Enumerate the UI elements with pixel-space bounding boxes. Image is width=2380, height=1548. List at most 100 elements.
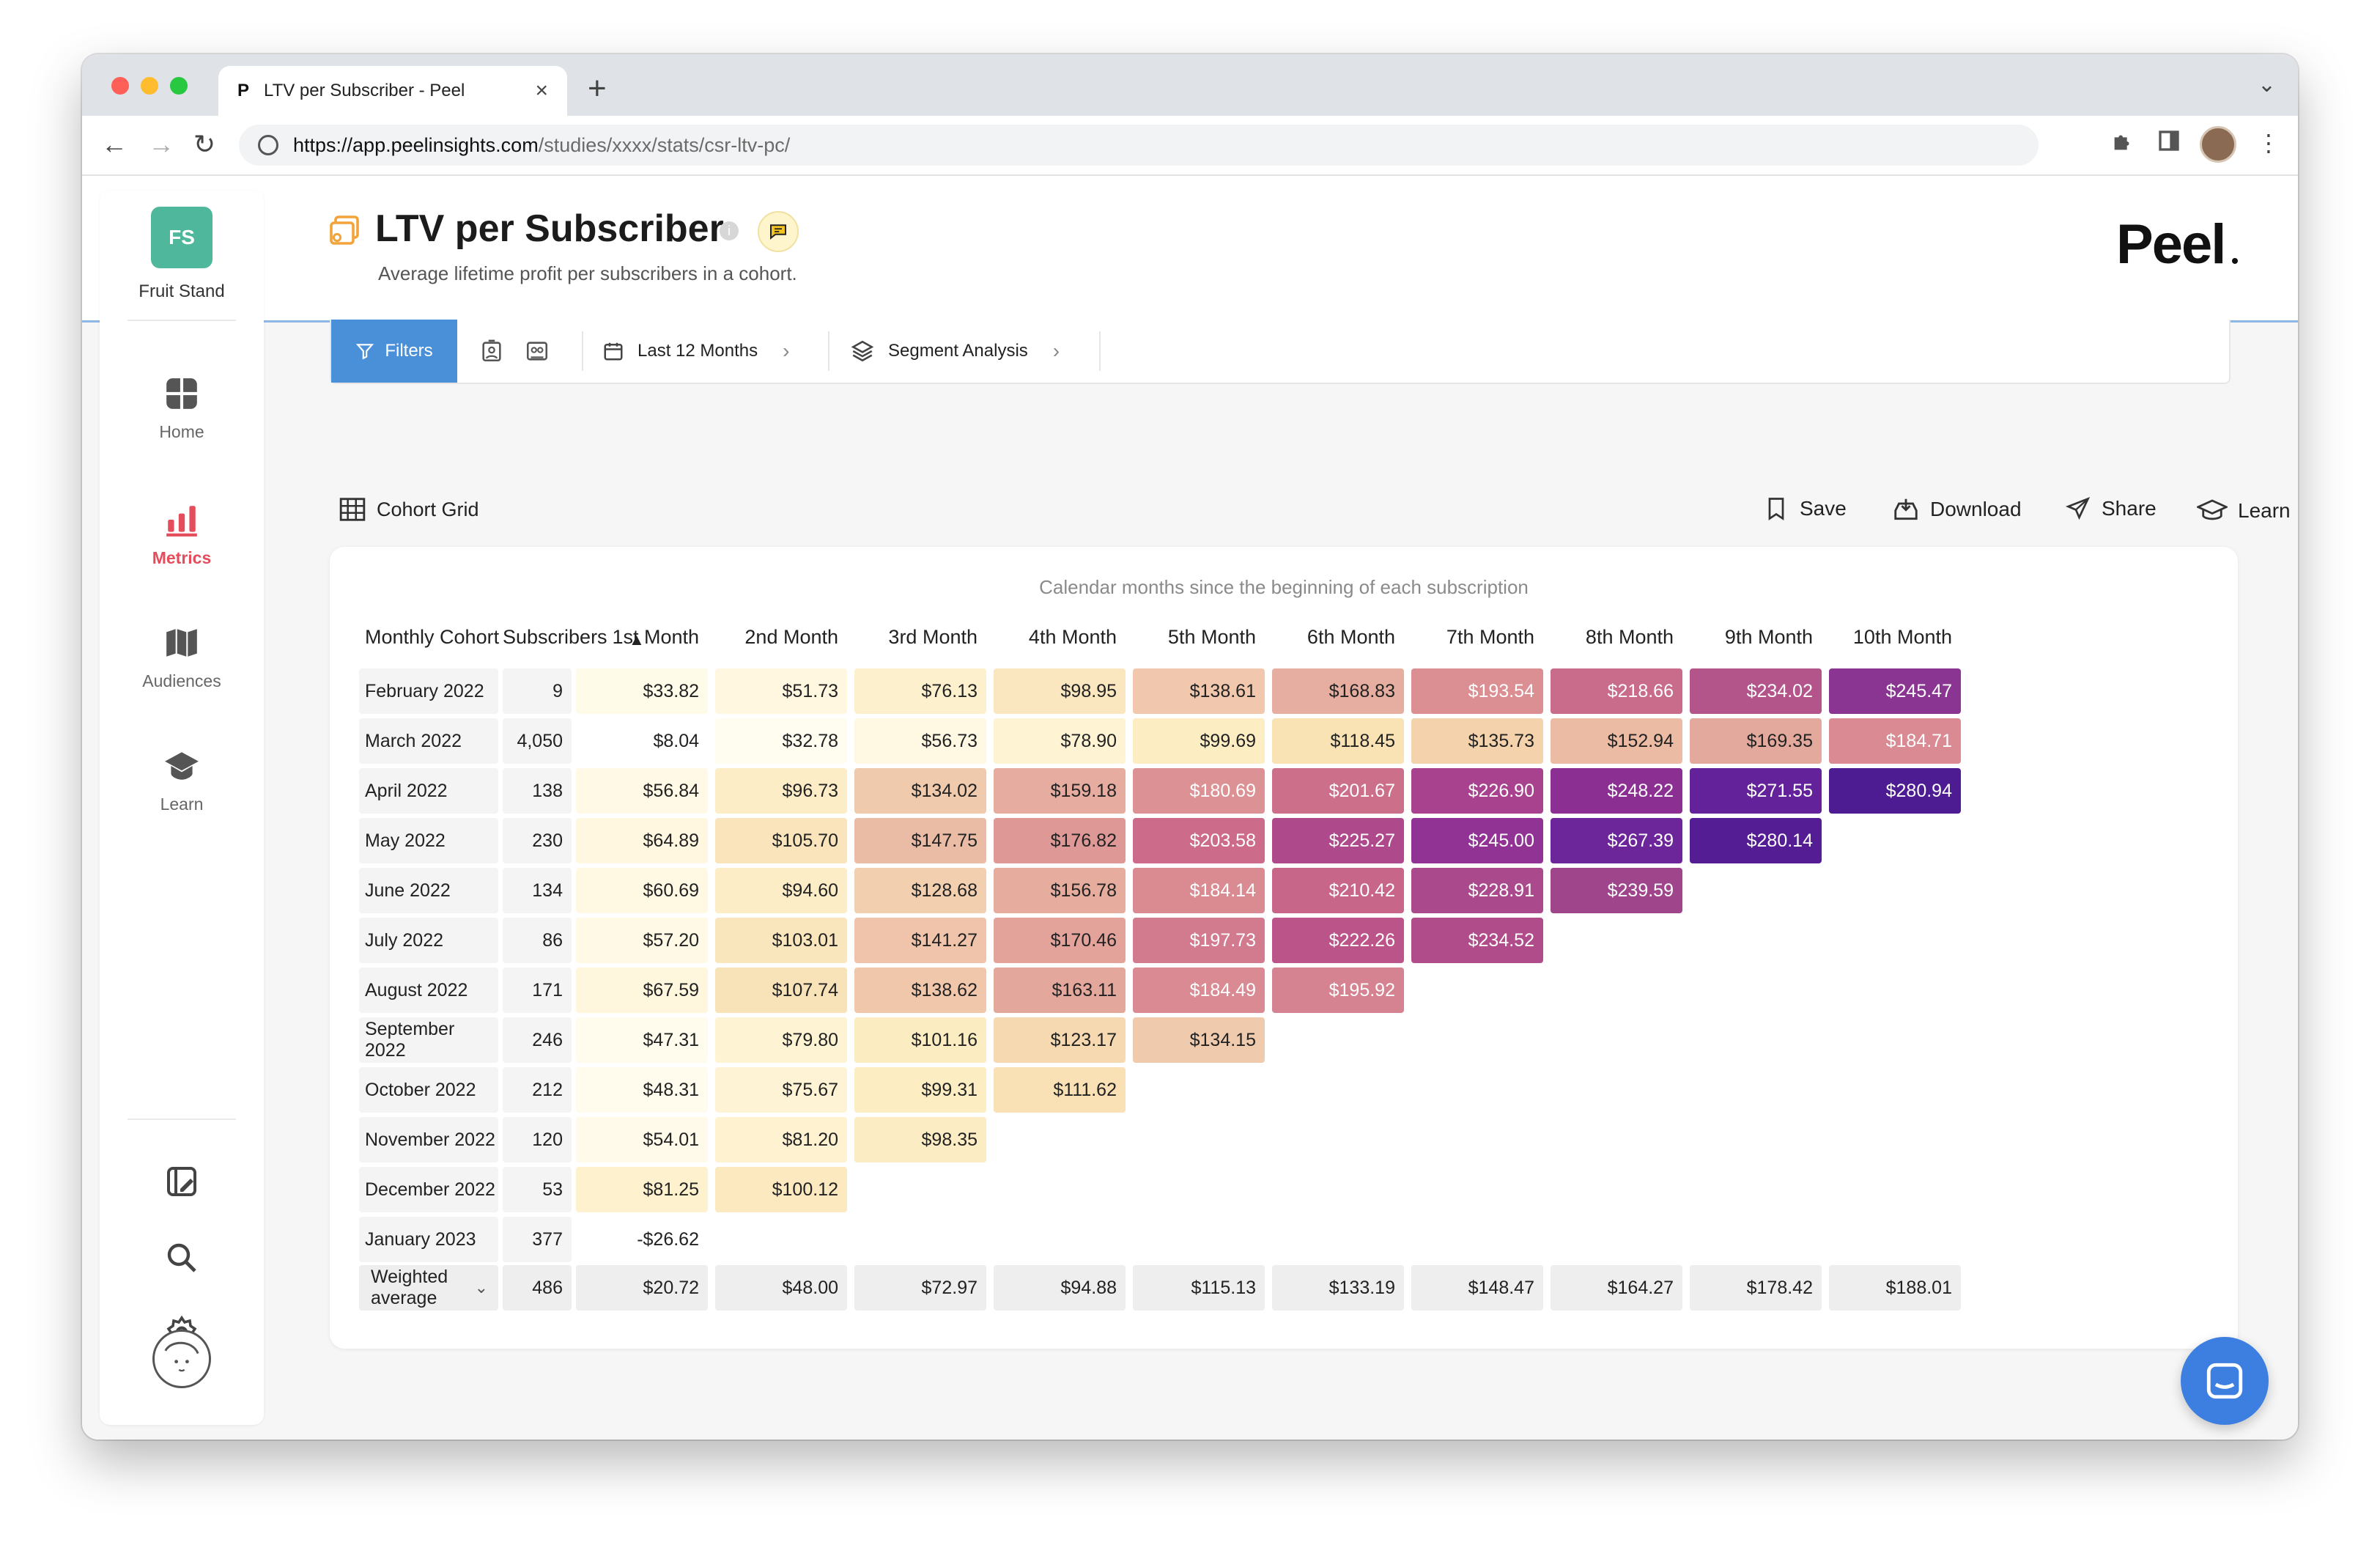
header-month-3: 3rd Month [888,626,978,648]
save-icon [1768,498,1784,521]
sidebar-item-audiences[interactable]: Audiences [100,624,264,691]
sidebar-item-metrics[interactable]: Metrics [100,501,264,568]
avatar-face-icon [164,1341,199,1372]
side-panel-icon[interactable] [2157,129,2181,158]
date-range-label: Last 12 Months [638,341,758,361]
filterbar-divider [582,331,583,371]
header-monthly-cohort[interactable]: Monthly Cohort [365,626,500,648]
cohort-value-cell: $271.55 [1690,768,1822,814]
cohort-value-cell: $147.75 [854,818,986,863]
org-avatar[interactable]: FS [151,207,212,268]
calendar-icon [604,342,623,361]
logo-dot [2232,258,2238,264]
tab-search-chevron-icon[interactable]: ⌄ [2257,73,2276,97]
back-arrow-icon[interactable]: ← [101,129,128,159]
average-value-cell: $94.88 [994,1265,1126,1311]
profile-avatar[interactable] [2200,126,2236,163]
sidebar-item-learn[interactable]: Learn [100,748,264,814]
cohort-value-cell: $239.59 [1551,868,1682,913]
table-row-cohort: March 2022 [359,718,498,764]
filters-label: Filters [385,341,433,361]
header-month-1: 1st Month [612,626,699,648]
table-row-cohort: August 2022 [359,968,498,1013]
browser-tab[interactable]: P LTV per Subscriber - Peel × [218,66,567,116]
cohort-value-cell: $203.58 [1133,818,1265,863]
page-subtitle: Average lifetime profit per subscribers … [378,262,797,284]
table-row-cohort: May 2022 [359,818,498,863]
table-row-subscribers: 171 [503,968,572,1013]
tab-title: LTV per Subscriber - Peel [264,81,465,100]
cohort-table-card: Calendar months since the beginning of e… [330,547,2238,1349]
comment-icon[interactable] [758,211,799,252]
peel-favicon-icon: P [237,81,250,100]
weighted-average-label: Weighted average [371,1267,448,1308]
cohort-value-cell: $245.00 [1411,818,1543,863]
table-row-subscribers: 134 [503,868,572,913]
save-button[interactable]: Save [1763,495,1847,522]
cohort-value-cell: $134.15 [1133,1017,1265,1063]
cohort-value-cell: $156.78 [994,868,1126,913]
user-avatar[interactable] [152,1330,211,1388]
kebab-menu-icon[interactable]: ⋮ [2257,130,2280,156]
minimize-window-button[interactable] [141,77,158,95]
cohort-value-cell: $81.25 [576,1167,708,1212]
cohort-value-cell: $33.82 [576,668,708,714]
org-name: Fruit Stand [138,281,225,301]
product-card-icon[interactable] [525,339,550,364]
cohort-value-cell: $245.47 [1829,668,1961,714]
search-icon[interactable] [164,1240,199,1275]
save-label: Save [1800,497,1847,520]
chat-icon [2206,1363,2243,1399]
table-row-subscribers: 120 [503,1117,572,1162]
close-window-button[interactable] [111,77,129,95]
header-month-2: 2nd Month [744,626,838,648]
header-month-9: 9th Month [1724,626,1813,648]
peel-logo: Peel [2116,213,2226,276]
cohort-value-cell: $152.94 [1551,718,1682,764]
sidebar-item-home[interactable]: Home [100,375,264,442]
header-month-7: 7th Month [1446,626,1534,648]
sidebar-item-label: Home [159,422,204,441]
info-icon[interactable]: i [720,221,739,240]
cohort-value-cell: $98.35 [854,1117,986,1162]
new-tab-icon[interactable]: + [588,70,607,106]
table-row-cohort: September 2022 [359,1017,498,1063]
filters-button[interactable]: Filters [331,320,457,383]
extensions-puzzle-icon[interactable] [2110,129,2135,160]
sidebar-item-label: Learn [160,795,204,814]
cohort-value-cell: $226.90 [1411,768,1543,814]
table-row-subscribers: 212 [503,1067,572,1113]
date-range-selector[interactable]: Last 12 Months › [602,320,789,383]
edit-panel-icon[interactable] [164,1164,199,1199]
cohort-value-cell: $135.73 [1411,718,1543,764]
bar-chart-icon [166,506,197,537]
forward-arrow-icon[interactable]: → [148,129,174,159]
maximize-window-button[interactable] [170,77,188,95]
cohort-value-cell: $101.16 [854,1017,986,1063]
cohort-value-cell: $234.02 [1690,668,1822,714]
average-value-cell: $48.00 [715,1265,847,1311]
table-row-subscribers: 246 [503,1017,572,1063]
sidebar: FS Fruit Stand Home Metrics [100,191,264,1425]
close-tab-icon[interactable]: × [535,78,548,103]
weighted-average-selector[interactable]: Weighted average ⌄ [359,1265,498,1311]
download-button[interactable]: Download [1892,495,2022,523]
segment-analysis-selector[interactable]: Segment Analysis › [850,320,1060,383]
cohort-value-cell: $176.82 [994,818,1126,863]
site-info-icon[interactable] [258,135,278,155]
url-path: /studies/xxxx/stats/csr-ltv-pc/ [538,133,791,156]
browser-toolbar: ← → ↻ https://app.peelinsights.com/studi… [82,116,2298,176]
sort-ascending-icon[interactable]: ▲ [629,630,645,649]
cohort-value-cell: $51.73 [715,668,847,714]
address-bar[interactable]: https://app.peelinsights.com/studies/xxx… [239,125,2039,166]
share-button[interactable]: Share [2065,495,2157,522]
cohort-value-cell: $105.70 [715,818,847,863]
cohort-value-cell: $234.52 [1411,918,1543,963]
cohort-value-cell: $163.11 [994,968,1126,1013]
filterbar-divider [1099,331,1101,371]
cohort-value-cell: $267.39 [1551,818,1682,863]
reload-icon[interactable]: ↻ [193,129,216,159]
chat-launcher-button[interactable] [2181,1337,2269,1425]
learn-button[interactable]: Learn [2197,495,2291,526]
customer-card-icon[interactable] [479,339,504,364]
